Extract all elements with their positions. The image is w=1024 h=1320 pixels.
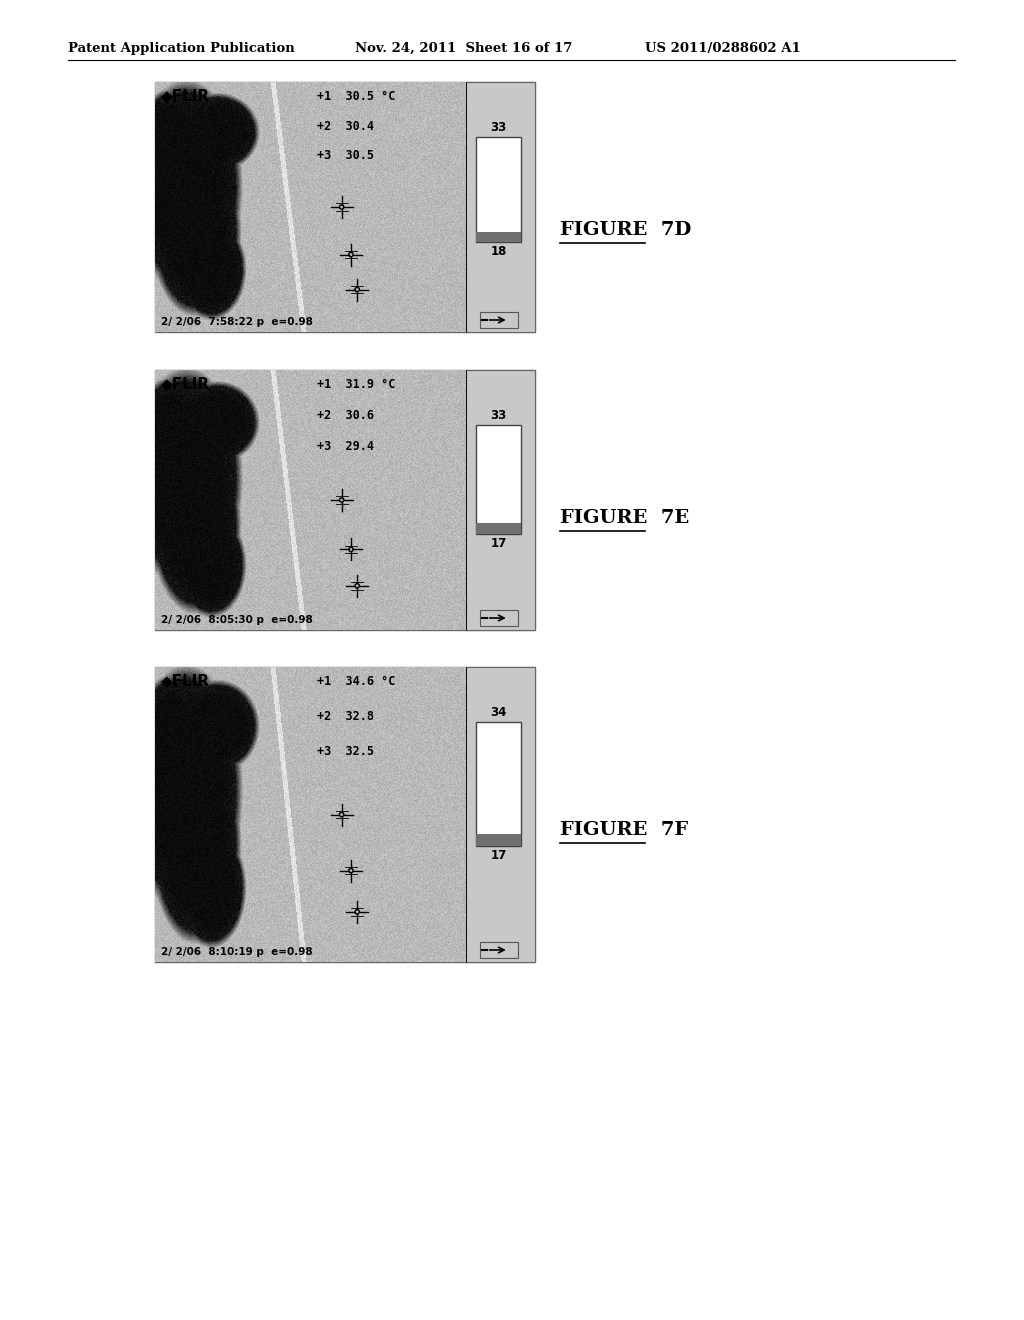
Text: FIGURE  7E: FIGURE 7E (560, 510, 689, 527)
Text: +2  32.8: +2 32.8 (316, 710, 374, 723)
Text: +1  34.6 °C: +1 34.6 °C (316, 675, 395, 688)
Text: +1  30.5 °C: +1 30.5 °C (316, 90, 395, 103)
Bar (476, 523, 521, 535)
Bar (155, 370, 535, 630)
Bar (155, 82, 535, 333)
Text: Nov. 24, 2011  Sheet 16 of 17: Nov. 24, 2011 Sheet 16 of 17 (355, 42, 572, 55)
Text: FIGURE  7F: FIGURE 7F (560, 821, 688, 840)
Text: +1  31.9 °C: +1 31.9 °C (316, 378, 395, 391)
Text: 17: 17 (490, 849, 507, 862)
Bar (466, 370, 535, 630)
Text: 2/ 2/06  8:10:19 p  e=0.98: 2/ 2/06 8:10:19 p e=0.98 (161, 946, 312, 957)
Text: +3  30.5: +3 30.5 (316, 149, 374, 162)
Text: 2/ 2/06  7:58:22 p  e=0.98: 2/ 2/06 7:58:22 p e=0.98 (161, 317, 313, 327)
Text: +2  30.6: +2 30.6 (316, 409, 374, 422)
Bar (155, 667, 535, 962)
Bar (476, 425, 521, 535)
Bar (479, 312, 518, 327)
Bar (466, 82, 535, 333)
Bar (476, 137, 521, 242)
Text: 33: 33 (490, 121, 507, 135)
Text: +3  32.5: +3 32.5 (316, 746, 374, 758)
Bar (476, 231, 521, 242)
Text: Patent Application Publication: Patent Application Publication (68, 42, 295, 55)
Text: FIGURE  7D: FIGURE 7D (560, 220, 691, 239)
Text: +2  30.4: +2 30.4 (316, 120, 374, 133)
Bar (479, 942, 518, 958)
Text: 18: 18 (490, 246, 507, 257)
Text: US 2011/0288602 A1: US 2011/0288602 A1 (645, 42, 801, 55)
Text: ◆FLIR: ◆FLIR (161, 88, 210, 103)
Text: ◆FLIR: ◆FLIR (161, 673, 210, 688)
Text: 34: 34 (490, 706, 507, 719)
Text: 17: 17 (490, 537, 507, 550)
Bar (466, 667, 535, 962)
Text: +3  29.4: +3 29.4 (316, 440, 374, 453)
Bar (476, 722, 521, 846)
Text: 33: 33 (490, 409, 507, 422)
Bar (476, 833, 521, 846)
Text: ◆FLIR: ◆FLIR (161, 376, 210, 391)
Text: 2/ 2/06  8:05:30 p  e=0.98: 2/ 2/06 8:05:30 p e=0.98 (161, 615, 312, 624)
Bar (479, 610, 518, 626)
